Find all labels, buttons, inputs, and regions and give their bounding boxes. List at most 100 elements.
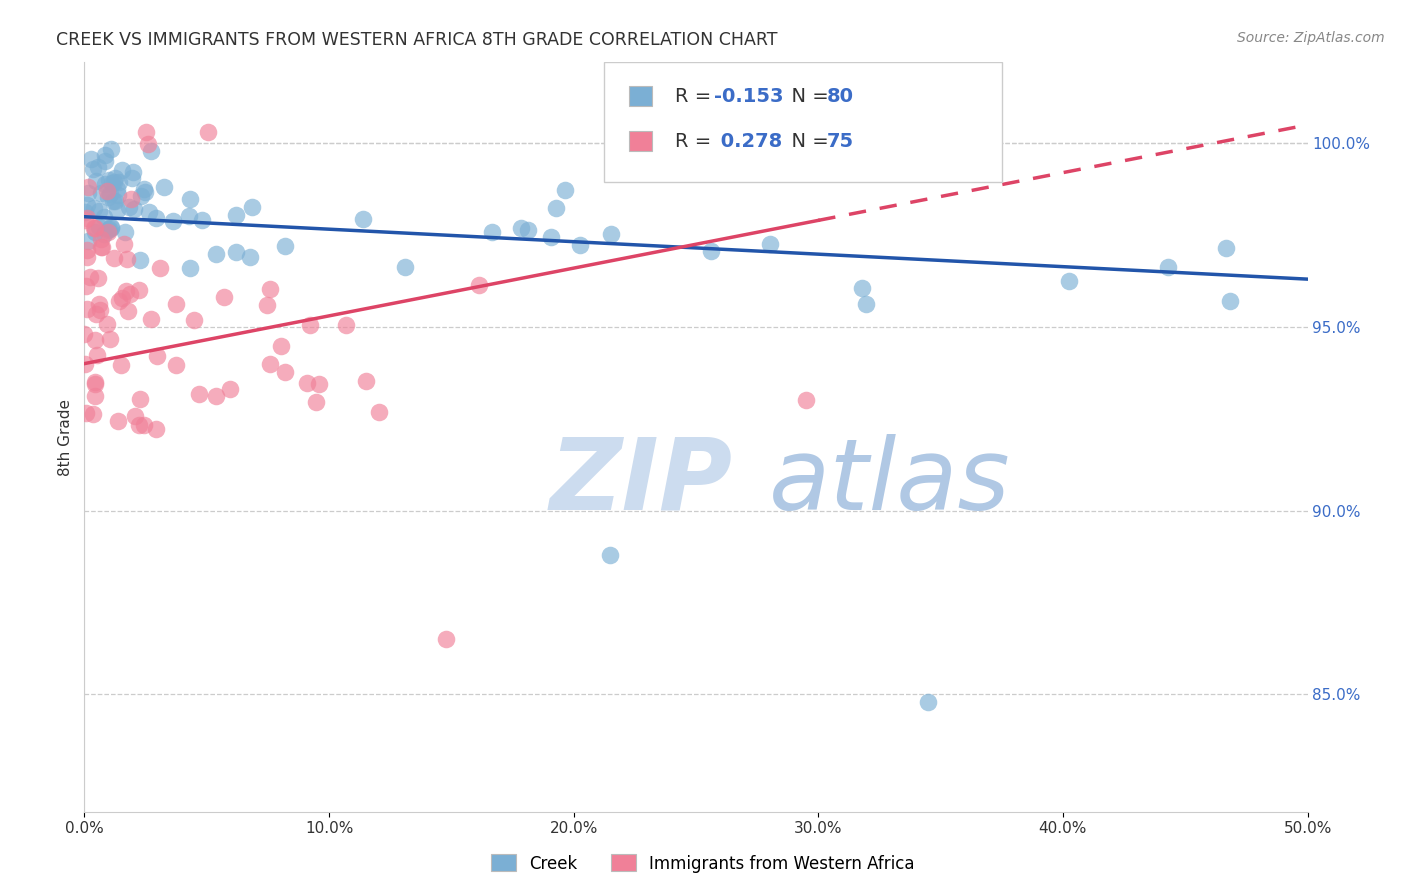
- Point: [90, 240, 112, 254]
- Point: [183, 313, 205, 327]
- FancyBboxPatch shape: [628, 131, 652, 151]
- Point: [225, 208, 247, 222]
- Point: [153, 179, 176, 194]
- Text: R =: R =: [675, 87, 717, 105]
- Point: [76, 302, 98, 317]
- Point: [89, 302, 111, 317]
- Point: [274, 365, 297, 379]
- Point: [76, 211, 98, 226]
- Point: [917, 694, 939, 708]
- Point: [335, 318, 357, 332]
- Text: 80: 80: [827, 87, 853, 105]
- Point: [89, 220, 111, 235]
- Text: 0.278: 0.278: [714, 132, 783, 151]
- Point: [94, 148, 117, 162]
- Point: [256, 298, 278, 312]
- Point: [122, 164, 145, 178]
- Point: [84, 221, 107, 235]
- Point: [138, 205, 160, 219]
- Point: [177, 209, 200, 223]
- Point: [187, 386, 209, 401]
- Text: 75: 75: [827, 132, 853, 151]
- Point: [83, 220, 105, 235]
- Point: [149, 261, 172, 276]
- Text: ZIP: ZIP: [550, 434, 733, 531]
- Point: [197, 125, 219, 139]
- Point: [259, 357, 281, 371]
- Point: [108, 294, 131, 309]
- Point: [75, 406, 97, 420]
- Point: [100, 332, 122, 346]
- Point: [481, 225, 503, 239]
- Point: [111, 162, 134, 177]
- Point: [214, 289, 236, 303]
- Point: [124, 202, 146, 216]
- Point: [93, 227, 115, 241]
- Point: [179, 260, 201, 275]
- Point: [97, 173, 120, 187]
- Point: [96, 184, 118, 198]
- Point: [87, 204, 110, 219]
- Point: [94, 154, 117, 169]
- Point: [77, 180, 100, 194]
- Point: [1057, 274, 1080, 288]
- Point: [205, 247, 228, 261]
- Point: [394, 260, 416, 274]
- Point: [145, 211, 167, 225]
- Text: CREEK VS IMMIGRANTS FROM WESTERN AFRICA 8TH GRADE CORRELATION CHART: CREEK VS IMMIGRANTS FROM WESTERN AFRICA …: [56, 31, 778, 49]
- Point: [132, 417, 155, 432]
- Point: [76, 250, 98, 264]
- Point: [146, 349, 169, 363]
- Point: [84, 174, 107, 188]
- Point: [108, 175, 131, 189]
- Point: [97, 225, 120, 239]
- Point: [75, 204, 97, 219]
- Point: [758, 236, 780, 251]
- Point: [517, 223, 540, 237]
- Point: [205, 389, 228, 403]
- Point: [86, 348, 108, 362]
- Point: [100, 221, 122, 235]
- Point: [510, 221, 533, 235]
- Point: [191, 213, 214, 227]
- Point: [225, 244, 247, 259]
- Point: [103, 251, 125, 265]
- Point: [128, 283, 150, 297]
- Point: [90, 232, 112, 246]
- Point: [114, 225, 136, 239]
- Text: Source: ZipAtlas.com: Source: ZipAtlas.com: [1237, 31, 1385, 45]
- Point: [73, 326, 96, 341]
- Point: [139, 311, 162, 326]
- Text: N =: N =: [779, 87, 835, 105]
- Point: [117, 304, 139, 318]
- Point: [103, 175, 125, 189]
- Point: [100, 219, 122, 234]
- Point: [259, 282, 281, 296]
- Point: [546, 201, 568, 215]
- Point: [600, 227, 623, 242]
- Point: [165, 297, 187, 311]
- Point: [87, 160, 110, 174]
- Point: [118, 200, 141, 214]
- Point: [115, 252, 138, 267]
- Point: [97, 221, 120, 235]
- Point: [242, 200, 264, 214]
- Point: [124, 409, 146, 424]
- Point: [851, 281, 873, 295]
- Point: [104, 170, 127, 185]
- Point: [75, 279, 97, 293]
- Point: [73, 357, 96, 371]
- Point: [855, 296, 877, 310]
- Point: [104, 194, 127, 208]
- Point: [97, 222, 120, 236]
- Point: [134, 185, 156, 199]
- Point: [274, 239, 297, 253]
- Point: [76, 186, 98, 200]
- FancyBboxPatch shape: [628, 87, 652, 106]
- Text: N =: N =: [779, 132, 835, 151]
- Point: [1219, 293, 1241, 308]
- Text: -0.153: -0.153: [714, 87, 783, 105]
- Point: [699, 244, 721, 259]
- Point: [107, 414, 129, 428]
- Point: [270, 339, 292, 353]
